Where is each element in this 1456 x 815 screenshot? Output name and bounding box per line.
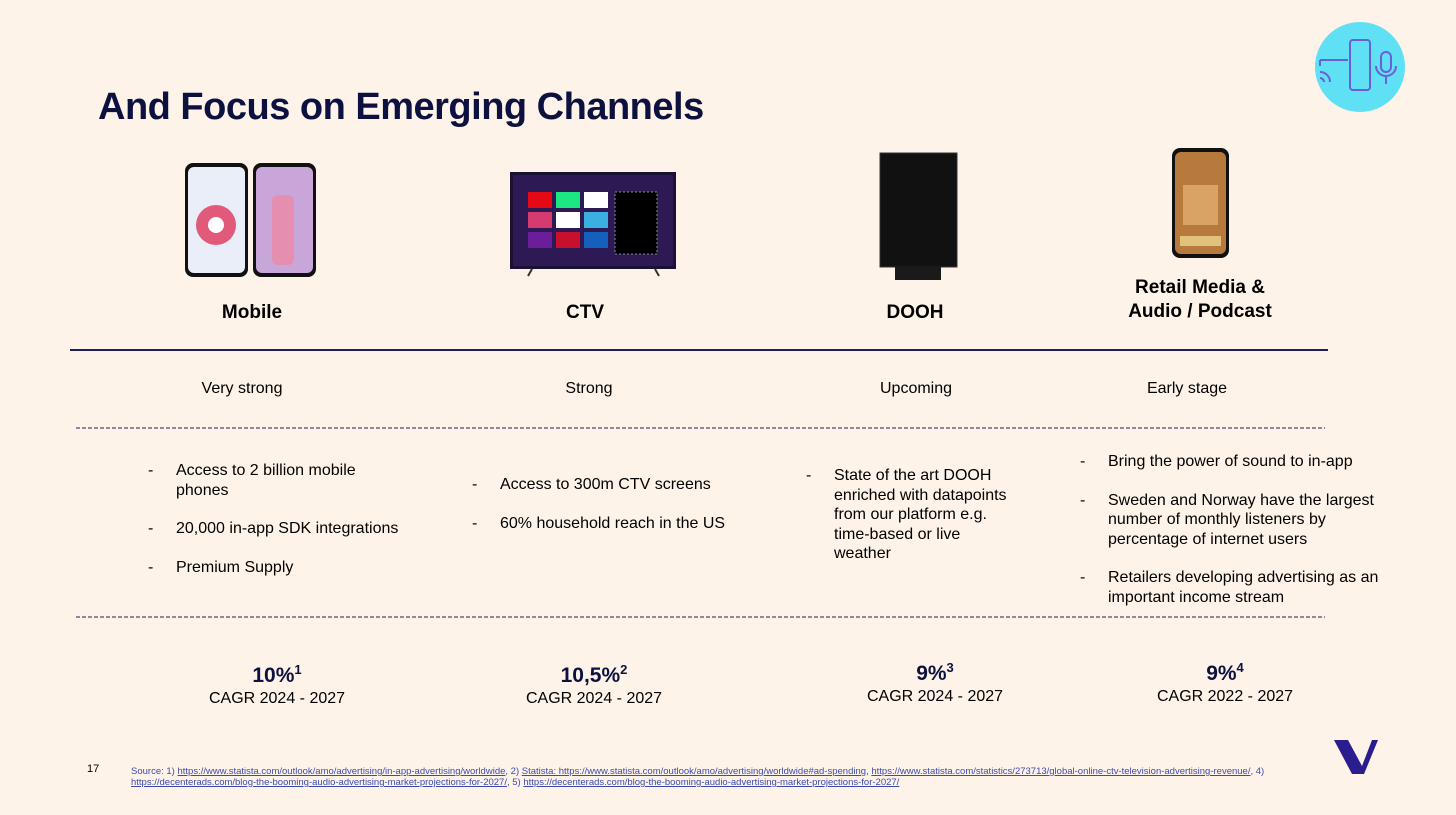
device-icon bbox=[1319, 39, 1397, 91]
channel-name: Mobile bbox=[221, 302, 283, 323]
growth-value: 10,5% bbox=[560, 664, 621, 687]
growth-block: 9%3 CAGR 2024 - 2027 bbox=[867, 660, 1003, 706]
bullet-list: Bring the power of sound to in-app Sweden… bbox=[1080, 452, 1385, 626]
bullet: State of the art DOOH enriched with data… bbox=[806, 466, 1021, 564]
growth-block: 10%1 CAGR 2024 - 2027 bbox=[209, 662, 345, 708]
growth-block: 10,5%2 CAGR 2024 - 2027 bbox=[526, 662, 662, 708]
bullet: Sweden and Norway have the largest numbe… bbox=[1080, 491, 1385, 550]
source-text: , 5) bbox=[506, 777, 524, 788]
channel-status: Very strong bbox=[201, 380, 283, 397]
channel-status: Upcoming bbox=[879, 380, 953, 397]
page-number: 17 bbox=[87, 763, 100, 775]
bullet: Access to 2 billion mobile phones bbox=[148, 461, 408, 500]
bullet: Premium Supply bbox=[148, 558, 408, 578]
bullet: Access to 300m CTV screens bbox=[472, 475, 752, 495]
bullet: 60% household reach in the US bbox=[472, 514, 752, 534]
retail-image bbox=[1172, 148, 1229, 258]
growth: 9%3 bbox=[867, 660, 1003, 686]
bullet-list: Access to 2 billion mobile phones 20,000 … bbox=[148, 461, 408, 596]
mobile-image bbox=[185, 163, 316, 277]
channel-name: CTV bbox=[566, 302, 604, 323]
bullet: Bring the power of sound to in-app bbox=[1080, 452, 1385, 472]
source-link[interactable]: https://decenterads.com/blog-the-booming… bbox=[523, 777, 900, 788]
bullet-list: State of the art DOOH enriched with data… bbox=[806, 466, 1021, 583]
source-link[interactable]: https://www.statista.com/statistics/2737… bbox=[871, 766, 1251, 777]
growth-value: 9% bbox=[1206, 662, 1237, 685]
growth-period: CAGR 2024 - 2027 bbox=[866, 688, 1004, 705]
source-text: Source: bbox=[131, 766, 164, 777]
slide-title: And Focus on Emerging Channels bbox=[98, 86, 704, 128]
growth-value: 10% bbox=[252, 664, 295, 687]
growth-block: 9%4 CAGR 2022 - 2027 bbox=[1157, 660, 1293, 706]
bullet-list: Access to 300m CTV screens 60% household … bbox=[472, 475, 752, 552]
growth: 10,5%2 bbox=[526, 662, 662, 688]
icon-circle bbox=[1315, 22, 1405, 112]
logo bbox=[1334, 740, 1378, 774]
channel-status: Early stage bbox=[1146, 380, 1228, 397]
dooh-image bbox=[879, 152, 958, 280]
footnote-ref: 2 bbox=[620, 662, 628, 677]
footnote-ref: 3 bbox=[946, 660, 954, 675]
source-link[interactable]: Statista: https://www.statista.com/outlo… bbox=[521, 766, 867, 777]
channel-status: Strong bbox=[565, 380, 613, 397]
footnote-ref: 4 bbox=[1236, 660, 1244, 675]
growth-period: CAGR 2024 - 2027 bbox=[208, 690, 346, 707]
source-text: , 2) bbox=[505, 766, 522, 777]
source-text: , bbox=[866, 766, 872, 777]
source-note: Source: 1) https://www.statista.com/outl… bbox=[131, 766, 1321, 788]
source-link[interactable]: https://decenterads.com/blog-the-booming… bbox=[131, 777, 507, 788]
bullet: 20,000 in-app SDK integrations bbox=[148, 519, 408, 539]
source-text: 1) bbox=[163, 766, 178, 777]
ctv-image bbox=[510, 172, 676, 277]
source-link[interactable]: https://www.statista.com/outlook/amo/adv… bbox=[177, 766, 506, 777]
growth: 10%1 bbox=[209, 662, 345, 688]
growth: 9%4 bbox=[1157, 660, 1293, 686]
growth-value: 9% bbox=[916, 662, 947, 685]
footnote-ref: 1 bbox=[294, 662, 302, 677]
source-text: , 4) bbox=[1250, 766, 1265, 777]
growth-period: CAGR 2022 - 2027 bbox=[1156, 688, 1294, 705]
channel-name: DOOH bbox=[886, 302, 944, 323]
growth-period: CAGR 2024 - 2027 bbox=[525, 690, 663, 707]
bullet: Retailers developing advertising as an i… bbox=[1080, 568, 1385, 607]
channel-name: Retail Media & Audio / Podcast bbox=[1128, 277, 1272, 322]
